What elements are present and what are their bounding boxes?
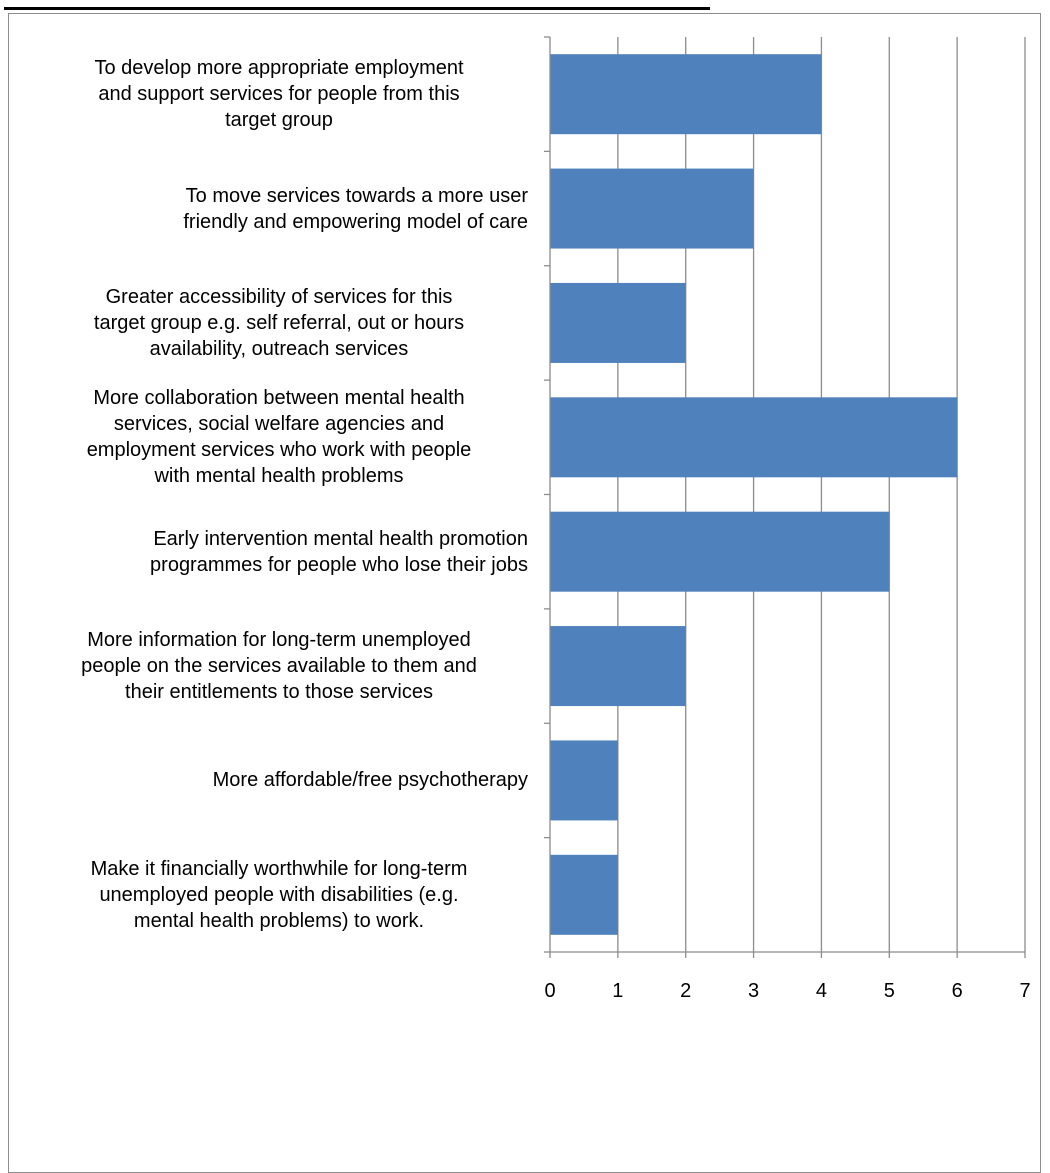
category-label-2: To move services towards a more user frie…: [183, 184, 528, 233]
x-tick-label-3: 3: [748, 980, 759, 1002]
bar-7: [550, 740, 618, 821]
axes: [544, 36, 1026, 958]
bar-3: [550, 282, 686, 363]
category-label-7: More affordable/free psychotherapy: [212, 769, 528, 792]
x-tick-label-7: 7: [1019, 980, 1030, 1002]
x-tick-label-2: 2: [680, 980, 691, 1002]
category-label-8: Make it financially worthwhile for long-…: [90, 857, 468, 932]
bar-6: [550, 626, 686, 707]
x-tick-label-0: 0: [544, 980, 555, 1002]
x-tick-label-6: 6: [952, 980, 963, 1002]
category-label-5: Early intervention mental health promoti…: [150, 527, 528, 576]
bar-4: [550, 397, 958, 478]
bar-2: [550, 168, 754, 249]
category-label-6: More information for long-term unemploye…: [81, 629, 477, 704]
x-tick-label-4: 4: [816, 980, 827, 1002]
bar-5: [550, 511, 890, 592]
category-label-3: Greater accessibility of services for th…: [93, 285, 465, 360]
x-tick-label-1: 1: [612, 980, 623, 1002]
cropped-title: [0, 0, 714, 12]
bar-1: [550, 54, 822, 135]
bars: [550, 54, 958, 935]
x-tick-label-5: 5: [884, 980, 895, 1002]
bar-8: [550, 854, 618, 935]
category-label-4: More collaboration between mental health…: [86, 387, 472, 488]
x-tick-labels: 0 1 2 3 4 5 6 7: [544, 980, 1030, 1002]
category-label-1: To develop more appropriate employment an…: [94, 57, 464, 132]
